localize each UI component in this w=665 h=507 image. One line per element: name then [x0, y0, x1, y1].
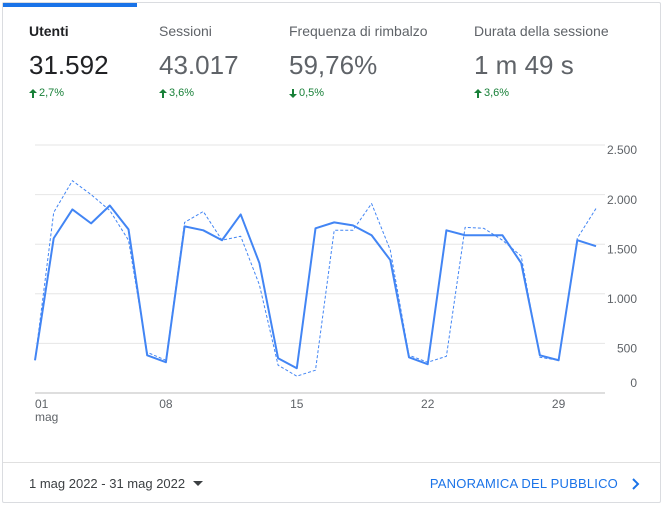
y-tick-label: 500	[617, 342, 637, 356]
down-arrow	[289, 88, 297, 98]
metric-title: Frequenza di rimbalzo	[289, 23, 428, 39]
metric-tab[interactable]: Frequenza di rimbalzo 59,76% 0,5%	[289, 23, 428, 99]
metric-title: Utenti	[29, 23, 69, 39]
link-text: PANORAMICA DEL PUBBLICO	[429, 476, 618, 491]
metric-change: 0,5%	[289, 87, 428, 99]
y-tick-label: 1.000	[607, 292, 637, 306]
metric-title: Sessioni	[159, 23, 212, 39]
chevron-icon	[632, 477, 640, 490]
y-tick-label: 1.500	[607, 242, 637, 256]
x-tick-label: 01	[35, 397, 49, 411]
metric-change: 3,6%	[474, 87, 609, 99]
change-text: 0,5%	[299, 87, 325, 99]
up-arrow	[159, 88, 167, 98]
x-tick-label: 08	[159, 397, 173, 411]
metric-tab[interactable]: Durata della sessione 1 m 49 s 3,6%	[474, 23, 609, 99]
metric-change: 2,7%	[29, 87, 109, 99]
date-range-picker[interactable]: 1 mag 2022 - 31 mag 2022	[29, 476, 204, 491]
x-sublabel: mag	[35, 410, 58, 424]
y-tick-label: 0	[630, 376, 637, 390]
y-tick-label: 2.000	[607, 193, 637, 207]
metric-value: 43.017	[159, 50, 239, 80]
current-period-line	[34, 204, 597, 370]
active-tab-indicator	[3, 3, 137, 7]
metric-value: 59,76%	[289, 50, 378, 80]
metric-value: 1 m 49 s	[474, 50, 574, 80]
x-tick-label: 22	[421, 397, 435, 411]
change-text: 2,7%	[39, 87, 65, 99]
metric-change: 3,6%	[159, 87, 239, 99]
x-tick-label: 15	[290, 397, 304, 411]
metric-title: Durata della sessione	[474, 23, 609, 39]
date-range: 1 mag 2022 - 31 mag 2022	[29, 476, 186, 491]
card: Utenti 31.592 2,7% Sessioni 43.017 3,6% …	[2, 2, 661, 503]
metric-tab[interactable]: Sessioni 43.017 3,6%	[159, 23, 239, 99]
x-tick-label: 29	[552, 397, 566, 411]
change-text: 3,6%	[169, 87, 195, 99]
previous-period-line	[34, 180, 597, 377]
dropdown-icon	[193, 480, 204, 486]
change-text: 3,6%	[484, 87, 510, 99]
metric-tab[interactable]: Utenti 31.592 2,7%	[29, 23, 109, 99]
report-link[interactable]: PANORAMICA DEL PUBBLICO	[430, 476, 640, 491]
up-arrow	[474, 88, 482, 98]
y-tick-label: 2.500	[607, 143, 637, 157]
up-arrow	[29, 88, 37, 98]
separator	[3, 462, 660, 463]
metric-value: 31.592	[29, 50, 109, 80]
